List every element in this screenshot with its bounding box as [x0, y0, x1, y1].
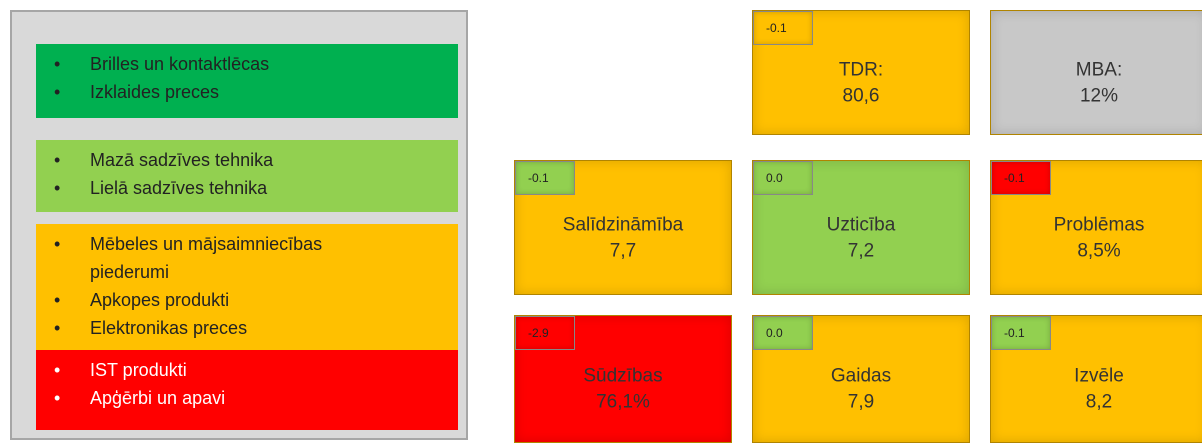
kpi-delta: -2.9	[515, 316, 575, 350]
kpi-label: MBA:	[1075, 58, 1123, 80]
kpi-label: Izvēle	[1074, 365, 1124, 387]
kpi-text: MBA: 12%	[991, 57, 1202, 109]
kpi-label: Sūdzības	[583, 365, 663, 387]
kpi-text: Sūdzības 76,1%	[515, 363, 731, 415]
legend-band: IST produktiApģērbi un apavi	[36, 350, 458, 430]
kpi-delta: 0.0	[753, 161, 813, 195]
legend-panel: Brilles un kontaktlēcasIzklaides preces M…	[10, 10, 468, 440]
legend-item: Elektronikas preces	[36, 314, 458, 342]
kpi-tile: MBA: 12%	[990, 10, 1202, 135]
kpi-delta: -0.1	[515, 161, 575, 195]
kpi-text: Gaidas 7,9	[753, 363, 969, 415]
kpi-tile: Sūdzības 76,1% -2.9	[514, 315, 732, 443]
kpi-value: 7,7	[609, 239, 637, 261]
kpi-tile: Gaidas 7,9 0.0	[752, 315, 970, 443]
kpi-delta: -0.1	[753, 11, 813, 45]
kpi-text: Uzticība 7,2	[753, 212, 969, 264]
legend-band: Mazā sadzīves tehnikaLielā sadzīves tehn…	[36, 140, 458, 212]
legend-item: Apģērbi un apavi	[36, 384, 458, 412]
kpi-delta: -0.1	[991, 161, 1051, 195]
legend-item: Mazā sadzīves tehnika	[36, 146, 458, 174]
kpi-text: Salīdzināmība 7,7	[515, 212, 731, 264]
kpi-label: Gaidas	[830, 365, 892, 387]
kpi-tile: Uzticība 7,2 0.0	[752, 160, 970, 295]
legend-item: Izklaides preces	[36, 78, 458, 106]
legend-item: Brilles un kontaktlēcas	[36, 50, 458, 78]
kpi-label: Salīdzināmība	[562, 213, 684, 235]
kpi-text: Izvēle 8,2	[991, 363, 1202, 415]
legend-band: Mēbeles un mājsaimniecības piederumiApko…	[36, 224, 458, 350]
kpi-label: TDR:	[838, 58, 884, 80]
kpi-delta: -0.1	[991, 316, 1051, 350]
kpi-tile: Problēmas 8,5% -0.1	[990, 160, 1202, 295]
kpi-label: Uzticība	[826, 213, 896, 235]
legend-band: Brilles un kontaktlēcasIzklaides preces	[36, 44, 458, 118]
kpi-value: 80,6	[842, 84, 880, 106]
legend-item: Mēbeles un mājsaimniecības piederumi	[36, 230, 380, 286]
kpi-value: 76,1%	[596, 391, 650, 413]
kpi-value: 7,9	[847, 391, 875, 413]
legend-item: Lielā sadzīves tehnika	[36, 174, 458, 202]
kpi-text: Problēmas 8,5%	[991, 212, 1202, 264]
kpi-tile: TDR: 80,6 -0.1	[752, 10, 970, 135]
kpi-tile: Izvēle 8,2 -0.1	[990, 315, 1202, 443]
legend-item: IST produkti	[36, 356, 458, 384]
legend-item: Apkopes produkti	[36, 286, 458, 314]
kpi-value: 7,2	[847, 239, 875, 261]
kpi-delta: 0.0	[753, 316, 813, 350]
kpi-value: 8,2	[1085, 391, 1113, 413]
kpi-label: Problēmas	[1053, 213, 1145, 235]
kpi-text: TDR: 80,6	[753, 57, 969, 109]
kpi-tile: Salīdzināmība 7,7 -0.1	[514, 160, 732, 295]
kpi-value: 12%	[1079, 84, 1119, 106]
kpi-value: 8,5%	[1077, 239, 1121, 261]
